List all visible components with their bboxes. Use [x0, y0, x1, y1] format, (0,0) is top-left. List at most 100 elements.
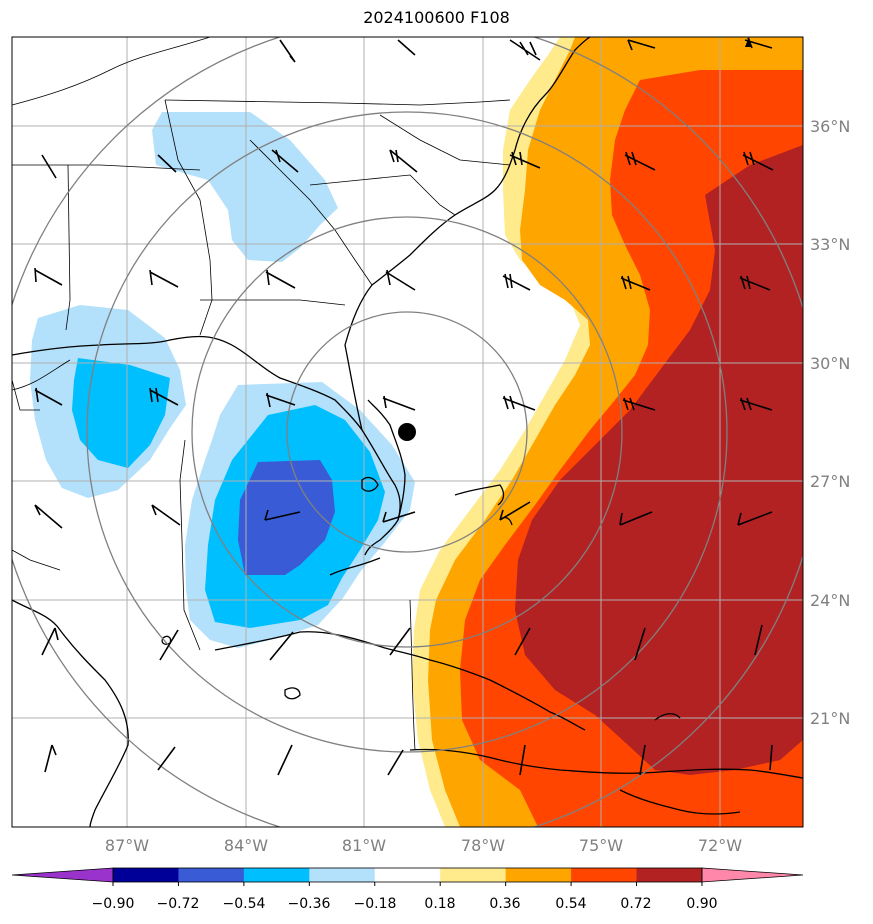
- wind-barb: [502, 273, 531, 291]
- wind-barb: [389, 627, 411, 656]
- wind-barb: [514, 627, 531, 656]
- colorbar-tick-label: 0.54: [555, 896, 586, 912]
- wind-barb: [41, 627, 59, 656]
- lat-label: 36°N: [810, 117, 850, 136]
- wind-barb: [619, 511, 653, 526]
- wind-barb: [387, 749, 404, 776]
- wind-barb: [151, 504, 181, 526]
- wind-barb: [34, 387, 63, 406]
- storm-center-marker: [398, 423, 416, 441]
- wind-barb: [624, 151, 656, 171]
- wind-barb: [34, 504, 63, 529]
- wind-barbs: [34, 37, 774, 776]
- wind-barb: [499, 501, 531, 521]
- contour-fill-neg-0.18-north: [152, 112, 338, 262]
- contour-fill-neg-0.54: [238, 460, 335, 575]
- colorbar-tick-labels: −0.90 −0.72 −0.54 −0.36 −0.18 0.18 0.36 …: [92, 896, 718, 912]
- wind-barb: [382, 511, 416, 523]
- colorbar-tick-label: 0.18: [424, 896, 455, 912]
- wind-barb: [34, 267, 63, 286]
- wind-barb: [769, 744, 773, 771]
- state-borders: [12, 37, 511, 411]
- latitude-labels: 36°N 33°N 30°N 27°N 24°N 21°N: [810, 117, 850, 728]
- contour-fill-neg-0.36-gulf-west: [72, 358, 170, 468]
- colorbar-segment: [571, 868, 638, 882]
- lat-label: 27°N: [810, 472, 850, 491]
- colorbar-segment: [374, 868, 441, 882]
- colorbar-tick-label: −0.36: [288, 896, 331, 912]
- colorbar-tick-label: −0.54: [223, 896, 266, 912]
- coastlines: [12, 37, 803, 827]
- wind-barb: [385, 269, 416, 291]
- colorbar: [11, 867, 804, 886]
- wind-barb: [754, 624, 763, 656]
- wind-barb: [157, 746, 176, 771]
- lat-label: 33°N: [810, 235, 850, 254]
- lon-label: 81°W: [342, 836, 386, 855]
- wind-barb: [397, 39, 416, 56]
- wind-barb: [149, 387, 179, 406]
- colorbar-segment: [440, 868, 507, 882]
- wind-barb: [149, 269, 179, 288]
- lon-label: 78°W: [461, 836, 505, 855]
- map-area: [12, 37, 803, 827]
- colorbar-tick-label: −0.18: [354, 896, 397, 912]
- colorbar-segment: [505, 868, 572, 882]
- wind-barb: [502, 395, 536, 411]
- wind-barb: [622, 397, 656, 411]
- lon-label: 87°W: [105, 836, 149, 855]
- wind-barb: [509, 151, 541, 169]
- lat-label: 21°N: [810, 709, 850, 728]
- wind-barb: [620, 275, 651, 291]
- page-title: 2024100600 F108: [363, 8, 510, 27]
- wind-barb: [265, 269, 296, 289]
- wind-barb: [634, 627, 646, 661]
- lat-label: 30°N: [810, 354, 850, 373]
- wind-barb: [41, 154, 57, 179]
- wind-barb: [519, 744, 526, 776]
- wind-barb: [269, 631, 294, 661]
- lat-label: 24°N: [810, 591, 850, 610]
- colorbar-segment: [178, 868, 245, 882]
- wind-barb: [737, 511, 773, 526]
- wind-barb: [739, 275, 771, 291]
- colorbar-extend-left: [11, 867, 114, 883]
- range-rings: [12, 37, 803, 827]
- wind-barb-flag: [745, 37, 752, 47]
- wind-barb: [382, 395, 416, 411]
- wind-barb: [639, 744, 646, 776]
- colorbar-segment: [636, 868, 703, 882]
- colorbar-tick-label: −0.72: [157, 896, 200, 912]
- map-frame: [11, 36, 804, 828]
- wind-barb: [44, 744, 57, 773]
- colorbar-segment: [309, 868, 376, 882]
- lon-label: 75°W: [579, 836, 623, 855]
- wind-barb: [159, 629, 179, 661]
- wind-barb: [277, 744, 293, 776]
- wind-barb: [742, 151, 774, 171]
- lon-label: 84°W: [224, 836, 268, 855]
- wind-barb: [265, 392, 296, 408]
- wind-barb: [271, 149, 299, 173]
- wind-barb: [389, 149, 418, 173]
- colorbar-tick-label: 0.36: [489, 896, 520, 912]
- wind-barb: [509, 39, 541, 61]
- colorbar-segment: [113, 868, 179, 882]
- colorbar-segment: [243, 868, 310, 882]
- wind-barb: [264, 509, 301, 521]
- wind-barb: [157, 154, 177, 173]
- colorbar-tick-label: 0.90: [686, 896, 717, 912]
- wind-barb: [739, 397, 773, 411]
- wind-barb: [627, 39, 656, 51]
- longitude-labels: 87°W 84°W 81°W 78°W 75°W 72°W: [105, 836, 742, 855]
- country-borders: [12, 439, 416, 751]
- lon-label: 72°W: [698, 836, 742, 855]
- colorbar-extend-right: [701, 867, 804, 883]
- wind-barb: [279, 39, 296, 63]
- colorbar-tick-label: 0.72: [620, 896, 651, 912]
- colorbar-frame: [112, 867, 703, 883]
- contour-fill-0.72: [515, 145, 803, 775]
- colorbar-tick-label: −0.90: [92, 896, 135, 912]
- graticule: [12, 37, 803, 827]
